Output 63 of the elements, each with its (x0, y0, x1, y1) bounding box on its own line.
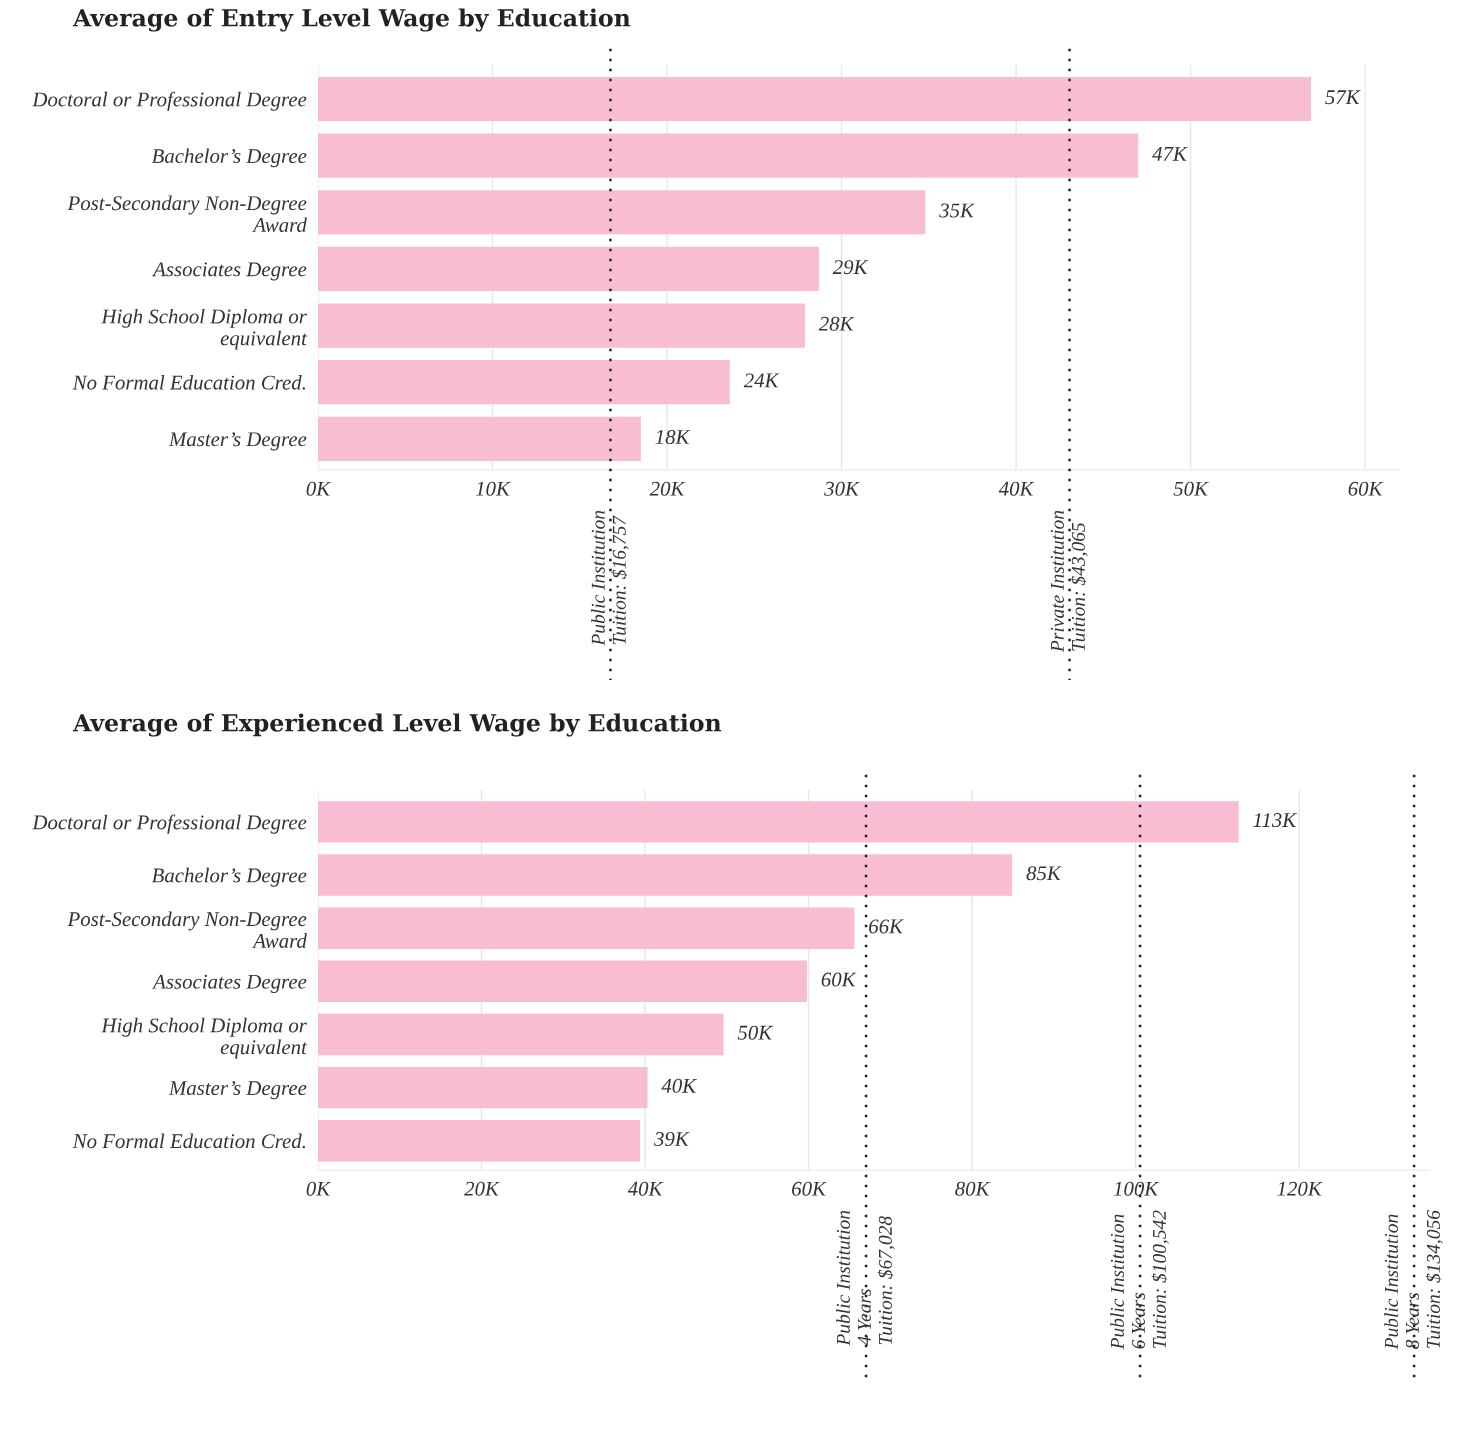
data-label: 113K (1253, 813, 1298, 828)
y-tick-label: Master’s Degree (168, 1081, 307, 1100)
bar (318, 190, 926, 235)
bar (318, 1013, 724, 1056)
bar (318, 133, 1139, 178)
bar (318, 801, 1239, 843)
y-tick-label: High School Diploma or equivalent (101, 1017, 308, 1059)
y-tick-label: Post-Secondary Non-Degree Award (67, 911, 307, 948)
x-tick-label: 30K (824, 481, 860, 496)
data-label: 85K (1026, 866, 1062, 881)
y-tick-label: No Formal Education Cred. (72, 1133, 305, 1149)
y-tick-label: Bachelor’s Degree (151, 148, 307, 168)
x-tick-label: 60K (792, 1181, 827, 1196)
x-tick-label: 10K (475, 481, 511, 496)
data-label: 60K (821, 972, 857, 987)
data-label: 35K (939, 203, 975, 218)
data-label: 47K (1152, 146, 1188, 161)
bar (318, 960, 807, 1003)
bar (318, 907, 855, 949)
y-tick-label: Doctoral or Professional Degree (32, 814, 307, 834)
data-label: 28K (818, 316, 855, 331)
bar (318, 360, 730, 405)
data-label: 66K (869, 919, 904, 934)
chart-title: Average of Entry Level Wage by Education (72, 8, 631, 32)
bar (318, 76, 1311, 122)
x-tick-label: 20K (464, 1181, 500, 1196)
bar (318, 246, 819, 292)
y-tick-label: No Formal Education Cred. (72, 374, 305, 390)
bar (318, 1066, 648, 1109)
x-tick-label: 100K (1113, 1181, 1160, 1196)
bar (318, 854, 1013, 896)
chart-title: Average of Experienced Level Wage by Education (72, 713, 722, 737)
bar (318, 416, 641, 461)
x-tick-label: 120K (1277, 1181, 1323, 1196)
y-tick-label: Master’s Degree (168, 432, 307, 451)
x-tick-label: 40K (627, 1181, 664, 1196)
y-tick-label: Doctoral or Professional Degree (32, 91, 307, 111)
data-label: 50K (737, 1025, 774, 1040)
bar (318, 303, 805, 348)
x-tick-label: 20K (649, 481, 686, 496)
y-tick-label: Post-Secondary Non-Degree Award (67, 195, 307, 233)
bar (318, 1120, 641, 1162)
data-label: 40K (661, 1078, 698, 1093)
data-label: 24K (743, 373, 780, 388)
x-tick-label: 0K (306, 1181, 332, 1196)
y-tick-label: High School Diploma or equivalent (101, 308, 308, 350)
ref-line-label: Public Institution 8 Years Tuition: $134,056 (1384, 1210, 1443, 1350)
y-tick-label: Bachelor’s Degree (151, 867, 307, 887)
data-label: 29K (832, 260, 869, 275)
y-tick-label: Associates Degree (152, 262, 307, 281)
data-label: 57K (1325, 90, 1361, 105)
x-tick-label: 0K (306, 481, 332, 496)
x-tick-label: 40K (998, 481, 1035, 496)
ref-line-label: Public Institution 6 Years Tuition: $100,542 (1110, 1210, 1169, 1350)
data-label: 18K (655, 430, 691, 445)
x-tick-label: 60K (1348, 481, 1384, 496)
x-tick-label: 80K (955, 1181, 991, 1196)
y-tick-label: Associates Degree (152, 974, 307, 993)
ref-line-label: Public Institution 4 Years Tuition: $67,028 (836, 1210, 895, 1346)
ref-line-label: Public Institution Tuition: $16,757 (591, 510, 629, 646)
x-tick-label: 50K (1173, 481, 1209, 496)
ref-line-label: Private Institution Tuition: $43,065 (1050, 510, 1088, 653)
data-label: 39K (654, 1131, 690, 1146)
